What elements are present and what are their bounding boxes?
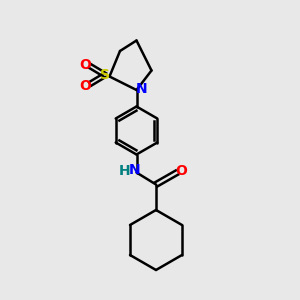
Text: N: N (136, 82, 148, 95)
Text: O: O (80, 58, 92, 71)
Text: O: O (176, 164, 188, 178)
Text: O: O (80, 79, 92, 92)
Text: H: H (119, 164, 130, 178)
Text: N: N (129, 163, 141, 176)
Text: S: S (100, 68, 110, 82)
